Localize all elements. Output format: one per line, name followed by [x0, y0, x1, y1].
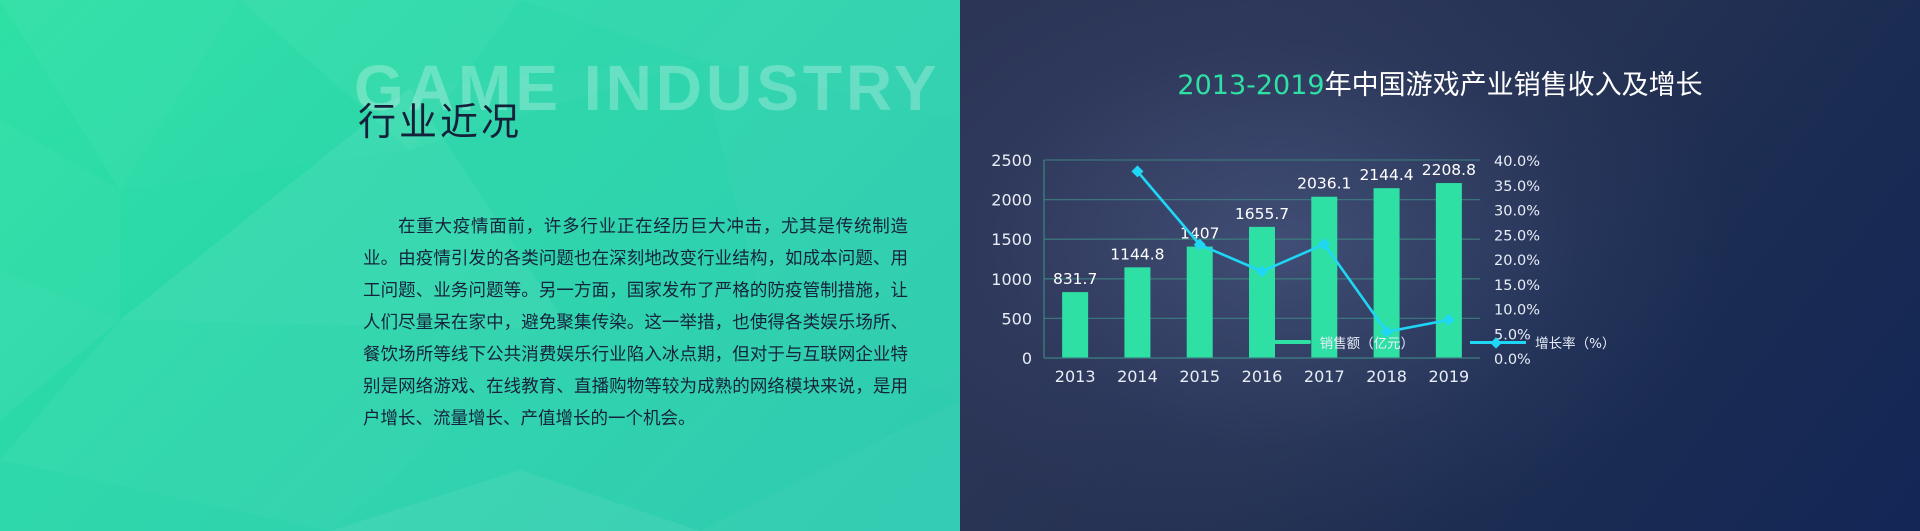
- page-title: 行业近况: [358, 100, 523, 144]
- legend-item-growth[interactable]: 增长率（%）: [1470, 332, 1615, 352]
- body-paragraph: 在重大疫情面前，许多行业正在经历巨大冲击，尤其是传统制造业。由疫情引发的各类问题…: [363, 217, 908, 429]
- bar-label-2015: 1407: [1180, 225, 1219, 243]
- bar-2013: [1062, 292, 1089, 358]
- bar-2014: [1124, 267, 1151, 358]
- line-series: [1136, 170, 1451, 334]
- bar-2016: [1249, 226, 1275, 358]
- line-marker-2017: [1318, 238, 1331, 251]
- svg-text:1000: 1000: [991, 270, 1032, 289]
- bar-label-2014: 1144.8: [1110, 245, 1164, 263]
- x-label-2013: 2013: [1055, 367, 1096, 386]
- svg-text:0.0%: 0.0%: [1494, 352, 1531, 368]
- svg-text:15.0%: 15.0%: [1494, 278, 1540, 294]
- x-label-2014: 2014: [1117, 367, 1158, 386]
- bar-2015: [1186, 246, 1213, 358]
- x-label-2015: 2015: [1179, 367, 1220, 386]
- left-panel: GAME INDUSTRY 行业近况 在重大疫情面前，许多行业正在经历巨大冲击，…: [0, 0, 960, 531]
- bar-label-2019: 2208.8: [1422, 161, 1476, 179]
- svg-text:20.0%: 20.0%: [1494, 253, 1540, 269]
- y-axis-left-labels: 0 500 1000 1500 2000 2500: [991, 151, 1032, 368]
- bar-label-2018: 2144.4: [1359, 166, 1413, 184]
- line-marker-2015: [1193, 238, 1206, 251]
- combo-chart: 0 500 1000 1500 2000 2500 0.0% 5.0% 10.0% 15.0% 2…: [991, 151, 1540, 386]
- svg-text:1500: 1500: [991, 230, 1032, 249]
- bar-label-2016: 1655.7: [1235, 205, 1289, 223]
- bar-swatch-icon: [1264, 340, 1311, 344]
- bar-2019: [1435, 183, 1462, 358]
- watermark-text: GAME INDUSTRY: [354, 52, 941, 124]
- x-label-2018: 2018: [1366, 367, 1407, 386]
- line-marker-2014: [1131, 165, 1144, 178]
- svg-text:25.0%: 25.0%: [1494, 228, 1540, 244]
- svg-text:10.0%: 10.0%: [1494, 303, 1540, 319]
- svg-text:500: 500: [1001, 309, 1032, 328]
- line-markers: [1131, 165, 1455, 338]
- svg-text:5.0%: 5.0%: [1494, 327, 1531, 343]
- svg-text:2500: 2500: [991, 151, 1032, 170]
- legend-item-sales[interactable]: 销售额（亿元）: [1264, 332, 1415, 352]
- svg-text:30.0%: 30.0%: [1494, 204, 1540, 220]
- bar-label-2013: 831.7: [1053, 270, 1097, 288]
- svg-text:0: 0: [1022, 349, 1032, 368]
- legend-label-sales: 销售额（亿元）: [1319, 336, 1415, 352]
- bar-label-2017: 2036.1: [1297, 175, 1351, 193]
- x-label-2016: 2016: [1242, 367, 1283, 386]
- bar-2017: [1311, 196, 1338, 358]
- x-label-2019: 2019: [1428, 367, 1469, 386]
- svg-text:35.0%: 35.0%: [1494, 179, 1540, 195]
- chart-legend: 销售额（亿元） 增长率（%）: [960, 332, 1920, 352]
- bar-value-labels: 831.7 1144.8 1407 1655.7 2036.1 2144.4 2208.8: [1053, 161, 1476, 288]
- low-poly-background: [0, 0, 960, 531]
- y-axis-right-labels: 0.0% 5.0% 10.0% 15.0% 20.0% 25.0% 30.0% 35.0% 40…: [1494, 154, 1540, 368]
- line-marker-2019: [1442, 313, 1455, 326]
- chart-title: 2013-2019年中国游戏产业销售收入及增长: [960, 63, 1920, 102]
- line-swatch-icon: [1470, 336, 1527, 349]
- right-panel: 2013-2019年中国游戏产业销售收入及增长 0 500 1000 1500 2000…: [960, 0, 1920, 531]
- chart-title-label: 年中国游戏产业销售收入及增长: [1324, 70, 1703, 101]
- svg-text:40.0%: 40.0%: [1494, 154, 1540, 170]
- line-marker-2016: [1256, 265, 1268, 278]
- line-marker-2018: [1380, 325, 1393, 338]
- legend-label-growth: 增长率（%）: [1535, 336, 1616, 352]
- x-label-2017: 2017: [1304, 367, 1345, 386]
- chart-title-range: 2013-2019: [1177, 70, 1325, 101]
- x-axis-labels: 2013 2014 2015 2016 2017 2018 2019: [1055, 367, 1469, 386]
- svg-text:2000: 2000: [991, 191, 1032, 210]
